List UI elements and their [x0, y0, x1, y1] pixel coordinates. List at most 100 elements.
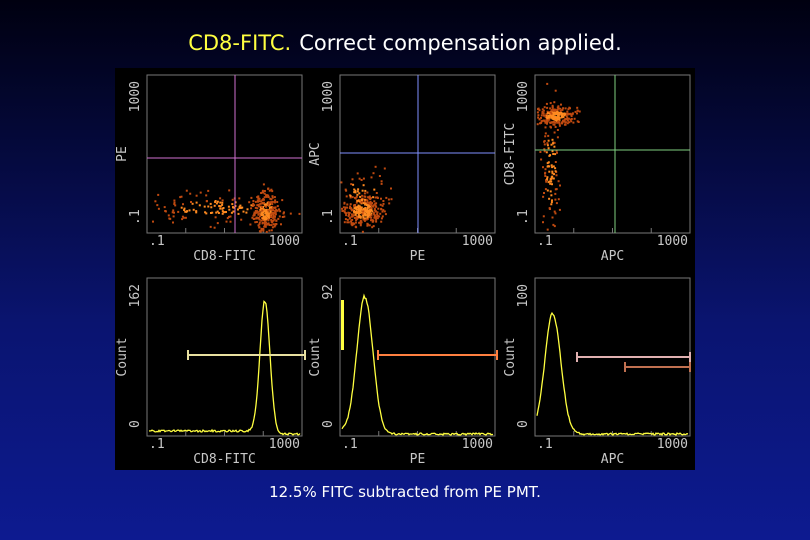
- event-dot: [344, 218, 347, 221]
- event-dot: [374, 165, 377, 168]
- event-dot: [272, 216, 275, 219]
- event-dot: [254, 206, 257, 209]
- event-dot: [561, 108, 564, 111]
- event-dot: [207, 189, 210, 192]
- event-dot: [268, 203, 271, 206]
- event-dot: [167, 214, 170, 217]
- event-dot: [556, 136, 559, 139]
- x-tick-label: .1: [342, 437, 358, 452]
- event-dot: [232, 206, 234, 209]
- event-dot: [554, 121, 557, 124]
- event-dot: [354, 196, 356, 199]
- histogram-line: [341, 293, 494, 437]
- event-dot: [344, 208, 347, 211]
- title: CD8-FITC. Correct compensation applied.: [188, 31, 622, 55]
- event-dot: [276, 205, 279, 208]
- event-dot: [259, 209, 262, 212]
- event-dot: [205, 212, 208, 215]
- event-dot: [551, 106, 554, 109]
- event-dot: [180, 206, 183, 209]
- event-dot: [381, 215, 384, 218]
- event-dot: [355, 201, 358, 204]
- event-dot: [268, 214, 271, 217]
- event-dot: [353, 207, 356, 210]
- event-dot: [232, 210, 235, 213]
- event-dot: [257, 224, 260, 227]
- event-dot: [553, 111, 556, 114]
- event-dot: [298, 212, 301, 215]
- event-dot: [354, 213, 357, 216]
- event-dot: [544, 126, 547, 129]
- event-dot: [543, 106, 546, 109]
- event-dot: [357, 204, 360, 207]
- event-dot: [255, 211, 258, 214]
- event-dot: [564, 107, 567, 110]
- event-dot: [362, 198, 365, 201]
- event-dot: [550, 194, 553, 197]
- event-dot: [274, 224, 277, 227]
- event-dot: [186, 210, 189, 213]
- event-dot: [182, 203, 184, 206]
- event-dot: [351, 178, 354, 181]
- event-dot: [371, 210, 374, 213]
- event-dot: [184, 210, 187, 213]
- event-dot: [366, 201, 369, 204]
- event-dot: [362, 218, 365, 221]
- event-dot: [382, 209, 385, 212]
- event-dot: [374, 214, 376, 217]
- event-dot: [219, 207, 222, 210]
- event-dot: [553, 210, 556, 213]
- event-dot: [273, 196, 276, 199]
- event-dot: [366, 214, 369, 217]
- event-dot: [264, 209, 267, 212]
- event-dot: [263, 192, 266, 195]
- event-dot: [543, 114, 546, 117]
- event-dot: [255, 216, 258, 219]
- event-dot: [359, 208, 362, 211]
- event-dot: [354, 206, 357, 209]
- event-dot: [571, 112, 574, 115]
- event-dot: [373, 207, 376, 210]
- event-dot: [553, 101, 556, 104]
- event-dot: [541, 119, 544, 122]
- event-dot: [546, 82, 549, 85]
- event-dot: [349, 196, 352, 199]
- y-tick-label: .1: [321, 209, 336, 225]
- event-dot: [379, 203, 382, 206]
- event-dot: [359, 216, 362, 219]
- event-dot: [367, 205, 370, 208]
- event-dot: [195, 211, 198, 214]
- event-dot: [362, 214, 365, 217]
- event-dot: [282, 212, 285, 215]
- x-tick-label: .1: [537, 437, 553, 452]
- event-dot: [250, 196, 253, 199]
- x-tick-label: 1000: [657, 234, 688, 249]
- event-dot: [345, 214, 348, 217]
- x-tick-label: .1: [149, 234, 165, 249]
- event-dot: [250, 207, 253, 210]
- event-dot: [260, 192, 263, 194]
- event-dot: [265, 194, 268, 197]
- event-dot: [258, 226, 261, 229]
- event-dot: [256, 204, 259, 207]
- event-dot: [228, 189, 231, 192]
- event-dot: [544, 121, 547, 124]
- event-dot: [542, 109, 545, 112]
- marker-bar: [341, 300, 344, 350]
- event-dot: [570, 120, 573, 123]
- event-dot: [265, 205, 268, 208]
- event-dot: [369, 200, 372, 203]
- event-dot: [363, 192, 366, 195]
- event-dot: [343, 221, 346, 224]
- event-dot: [553, 173, 555, 176]
- event-dot: [221, 201, 224, 204]
- event-dot: [265, 230, 268, 233]
- y-axis-label: CD8-FITC: [503, 123, 518, 186]
- event-dot: [263, 190, 266, 192]
- x-axis-label: CD8-FITC: [193, 249, 256, 264]
- event-dot: [274, 206, 276, 209]
- event-dot: [357, 213, 360, 216]
- event-dot: [275, 208, 278, 211]
- event-dot: [374, 196, 377, 199]
- event-dot: [356, 193, 359, 196]
